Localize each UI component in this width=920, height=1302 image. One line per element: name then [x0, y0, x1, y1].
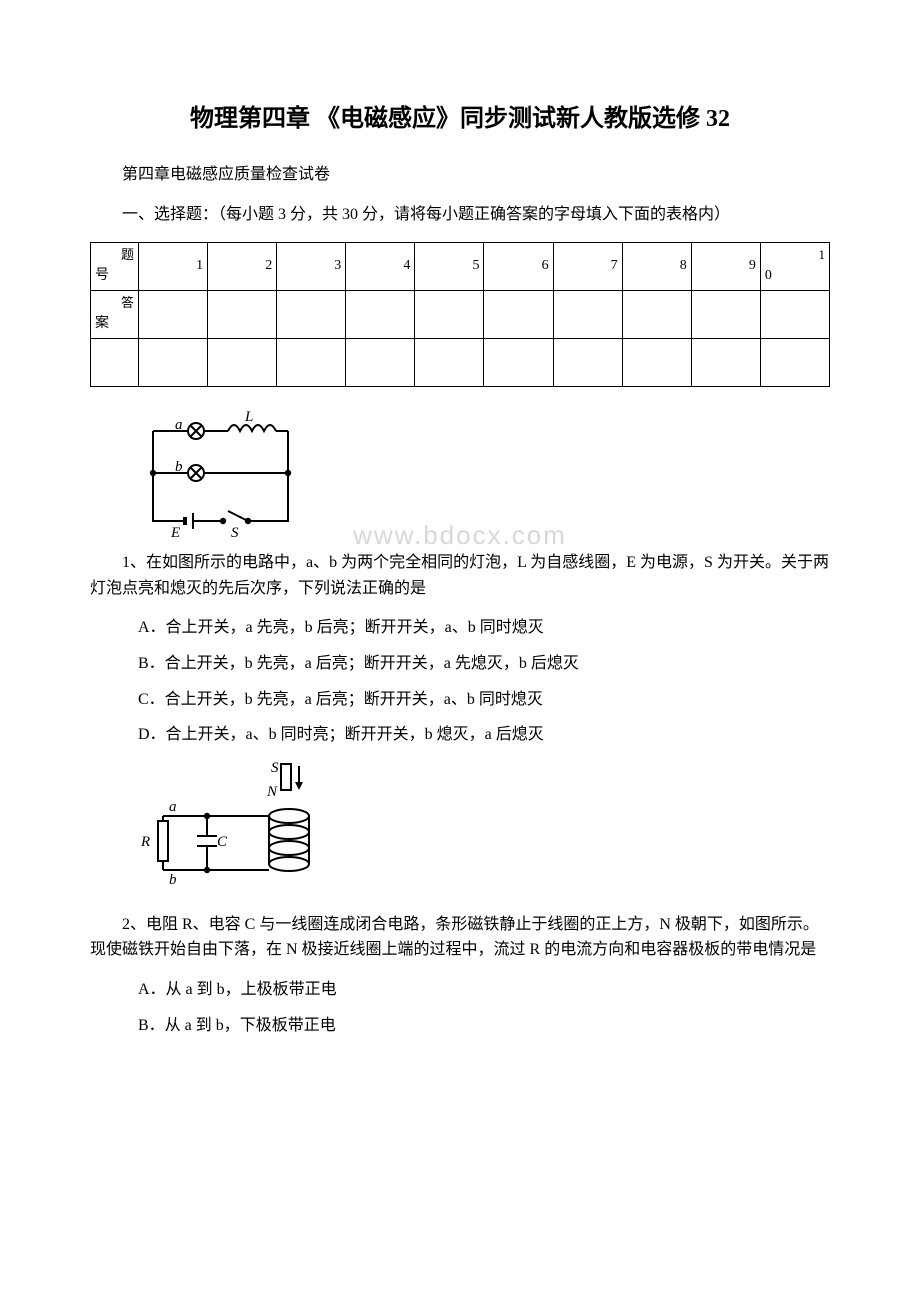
table-cell — [277, 338, 346, 386]
q2-stem: 2、电阻 R、电容 C 与一线圈连成闭合电路，条形磁铁静止于线圈的正上方，N 极… — [90, 912, 830, 963]
section-1-heading: 一、选择题：（每小题 3 分，共 30 分，请将每小题正确答案的字母填入下面的表… — [90, 202, 830, 228]
table-cell — [208, 290, 277, 338]
table-cell — [691, 338, 760, 386]
label-b: b — [169, 872, 177, 888]
table-cell — [553, 290, 622, 338]
q1-option-d: D．合上开关，a、b 同时亮；断开开关，b 熄灭，a 后熄灭 — [138, 722, 830, 748]
q1-option-c: C．合上开关，b 先亮，a 后亮；断开开关，a、b 同时熄灭 — [138, 687, 830, 713]
table-cell: 1 0 — [760, 242, 829, 290]
table-cell: 5 — [415, 242, 484, 290]
table-cell: 9 — [691, 242, 760, 290]
q2-circuit-diagram: S N a b R C — [133, 758, 830, 898]
table-cell — [691, 290, 760, 338]
label-C: C — [217, 834, 228, 850]
q1-circuit-diagram: a b L E S — [133, 411, 830, 541]
label-bot: 号 — [95, 265, 109, 287]
label-R: R — [140, 834, 150, 850]
table-cell — [760, 290, 829, 338]
table-cell: 8 — [622, 242, 691, 290]
table-cell — [415, 338, 484, 386]
table-cell — [277, 290, 346, 338]
label-top: 题 — [121, 245, 134, 266]
table-cell — [484, 290, 553, 338]
table-cell: 3 — [277, 242, 346, 290]
subtitle: 第四章电磁感应质量检查试卷 — [90, 162, 830, 188]
q2-option-b: B．从 a 到 b，下极板带正电 — [138, 1013, 830, 1039]
q1-option-a: A．合上开关，a 先亮，b 后亮；断开开关，a、b 同时熄灭 — [138, 615, 830, 641]
table-cell — [622, 290, 691, 338]
table-row: 题 号 1 2 3 4 5 6 7 8 9 1 0 — [91, 242, 830, 290]
q1-stem: 1、在如图所示的电路中，a、b 为两个完全相同的灯泡，L 为自感线圈，E 为电源… — [90, 550, 830, 601]
q2-option-a: A．从 a 到 b，上极板带正电 — [138, 977, 830, 1003]
table-cell — [484, 338, 553, 386]
label-b: b — [175, 459, 183, 475]
page-title: 物理第四章 《电磁感应》同步测试新人教版选修 32 — [90, 100, 830, 138]
q1-option-b: B．合上开关，b 先亮，a 后亮；断开开关，a 先熄灭，b 后熄灭 — [138, 651, 830, 677]
table-cell: 1 — [139, 242, 208, 290]
label-E: E — [170, 525, 180, 541]
table-cell — [553, 338, 622, 386]
label-L: L — [244, 411, 253, 425]
table-cell — [622, 338, 691, 386]
table-cell — [91, 338, 139, 386]
table-cell — [415, 290, 484, 338]
cell-top: 1 — [819, 245, 826, 266]
table-cell — [208, 338, 277, 386]
label-S: S — [231, 525, 239, 541]
table-cell: 2 — [208, 242, 277, 290]
table-cell — [346, 290, 415, 338]
row-label: 答 案 — [91, 290, 139, 338]
table-cell — [139, 290, 208, 338]
label-N: N — [266, 784, 278, 800]
label-S: S — [271, 760, 279, 776]
table-cell — [346, 338, 415, 386]
table-cell — [760, 338, 829, 386]
answer-table: 题 号 1 2 3 4 5 6 7 8 9 1 0 答 案 — [90, 242, 830, 387]
table-cell: 4 — [346, 242, 415, 290]
label-bot: 案 — [95, 313, 109, 335]
label-top: 答 — [121, 293, 134, 314]
table-row: 答 案 — [91, 290, 830, 338]
table-row — [91, 338, 830, 386]
table-cell — [139, 338, 208, 386]
row-label: 题 号 — [91, 242, 139, 290]
label-a: a — [169, 799, 177, 815]
table-cell: 7 — [553, 242, 622, 290]
table-cell: 6 — [484, 242, 553, 290]
label-a: a — [175, 417, 183, 433]
cell-bot: 0 — [765, 265, 772, 287]
